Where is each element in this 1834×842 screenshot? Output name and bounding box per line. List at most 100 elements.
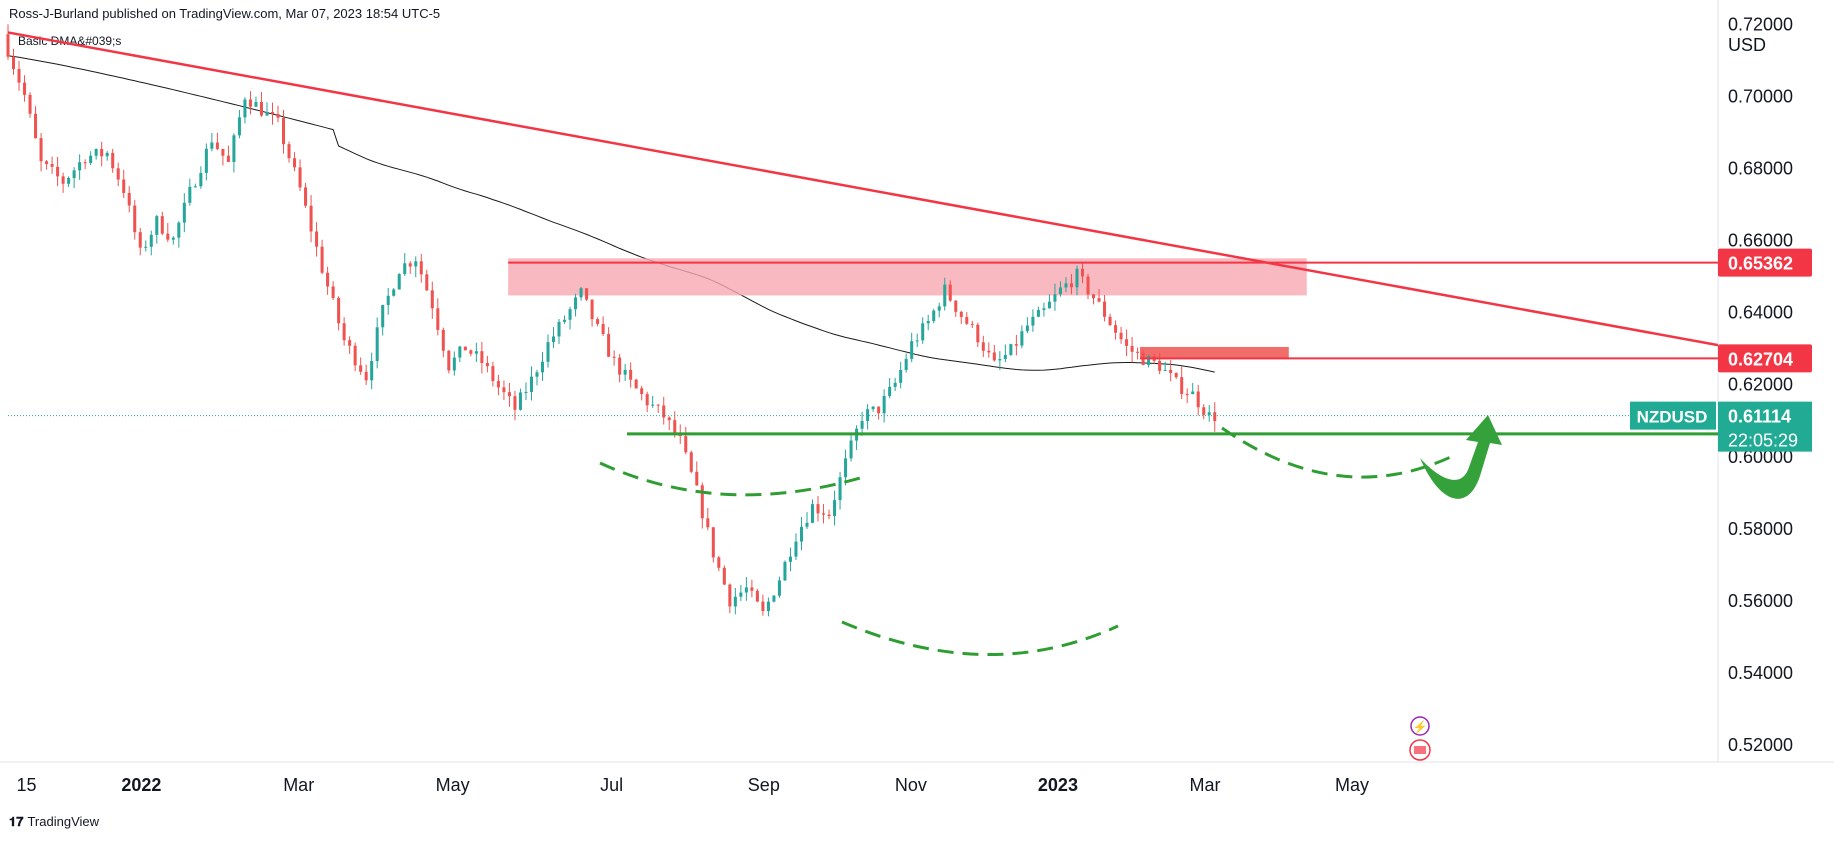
candle-body bbox=[882, 396, 886, 414]
candle bbox=[529, 366, 533, 401]
candle-body bbox=[337, 298, 341, 324]
candle bbox=[860, 411, 864, 436]
price-label[interactable]: 0.65362 bbox=[1718, 248, 1812, 277]
candle bbox=[1125, 329, 1129, 357]
candle-body bbox=[122, 179, 126, 193]
candle bbox=[149, 230, 153, 256]
candle bbox=[1025, 317, 1029, 334]
currency-label: USD bbox=[1728, 35, 1767, 55]
candle-body bbox=[518, 392, 522, 410]
candle bbox=[353, 342, 357, 372]
candle-body bbox=[414, 261, 418, 267]
y-tick-label: 0.72000 bbox=[1728, 14, 1793, 34]
candle-body bbox=[673, 420, 677, 433]
candle-body bbox=[320, 246, 324, 273]
candle bbox=[237, 110, 241, 139]
candle-body bbox=[777, 580, 781, 596]
last-price-label[interactable]: NZDUSD 0.61114 22:05:29 bbox=[1630, 401, 1812, 452]
candle bbox=[755, 588, 759, 603]
candle bbox=[1196, 384, 1200, 416]
candle bbox=[634, 378, 638, 389]
candle bbox=[1047, 294, 1051, 309]
candle-body bbox=[1064, 283, 1068, 288]
candle-body bbox=[1180, 377, 1184, 394]
candle-body bbox=[1191, 391, 1195, 395]
candle bbox=[469, 349, 473, 357]
candle bbox=[221, 148, 225, 166]
candle bbox=[61, 172, 65, 193]
candle-body bbox=[1080, 268, 1085, 277]
candle-body bbox=[695, 471, 699, 486]
price-label-text: 0.65362 bbox=[1728, 254, 1793, 274]
candle-body bbox=[524, 391, 528, 393]
price-label-text: 0.62704 bbox=[1728, 349, 1793, 369]
candle-body bbox=[722, 567, 726, 585]
candle bbox=[783, 560, 787, 581]
candle-body bbox=[78, 162, 82, 171]
candle bbox=[441, 327, 445, 358]
candle bbox=[496, 374, 500, 396]
candle-body bbox=[904, 358, 908, 370]
candle bbox=[243, 97, 247, 124]
candle-body bbox=[816, 504, 820, 514]
candle bbox=[579, 286, 583, 301]
price-label[interactable]: 0.62704 bbox=[1718, 344, 1812, 373]
candle bbox=[188, 178, 192, 206]
candle bbox=[794, 533, 798, 561]
candle bbox=[596, 317, 600, 327]
candle-body bbox=[298, 167, 302, 188]
candle-body bbox=[954, 300, 958, 312]
resistance-zone bbox=[508, 258, 1307, 296]
candle-body bbox=[469, 350, 473, 354]
tradingview-logo-icon: 𝟏𝟕 bbox=[9, 814, 24, 829]
candle-body bbox=[810, 504, 815, 523]
indicator-label[interactable]: Basic DMA&#039;s bbox=[18, 34, 122, 48]
candle-body bbox=[28, 94, 32, 114]
candle bbox=[485, 355, 489, 373]
candle bbox=[320, 239, 324, 275]
candle-body bbox=[601, 323, 605, 335]
candle-body bbox=[436, 308, 440, 330]
candle bbox=[155, 214, 159, 244]
candle bbox=[375, 317, 379, 369]
tradingview-footer[interactable]: 𝟏𝟕 TradingView bbox=[9, 814, 99, 830]
candle bbox=[116, 162, 120, 187]
candle bbox=[722, 565, 726, 586]
lightning-event-icon[interactable] bbox=[1410, 716, 1430, 736]
candle-body bbox=[480, 351, 484, 363]
candle bbox=[618, 354, 622, 383]
candle-body bbox=[755, 590, 759, 602]
candle-body bbox=[50, 164, 54, 167]
candle-body bbox=[607, 334, 611, 357]
candle bbox=[144, 240, 148, 252]
y-tick-label: 0.52000 bbox=[1728, 735, 1793, 755]
candle-body bbox=[563, 319, 567, 322]
candle-body bbox=[1202, 407, 1206, 415]
candle bbox=[1185, 388, 1189, 404]
candle bbox=[667, 416, 671, 431]
candle bbox=[342, 317, 346, 346]
candle bbox=[1147, 354, 1151, 368]
mid-resistance-zone bbox=[1140, 346, 1289, 360]
candle bbox=[750, 579, 754, 598]
candle bbox=[226, 145, 230, 163]
candle bbox=[270, 102, 275, 125]
candle bbox=[265, 102, 269, 116]
candle-body bbox=[1047, 301, 1051, 309]
candle bbox=[706, 507, 710, 531]
candle bbox=[915, 333, 919, 348]
candle-body bbox=[634, 379, 638, 389]
candle bbox=[403, 253, 407, 277]
candle bbox=[430, 281, 434, 319]
head-arc bbox=[841, 620, 1119, 656]
candle-body bbox=[844, 458, 848, 478]
candle bbox=[452, 351, 456, 376]
candle bbox=[932, 308, 936, 324]
candle bbox=[849, 433, 853, 462]
candle-body bbox=[364, 371, 368, 381]
candle-body bbox=[1136, 351, 1140, 353]
candle-body bbox=[766, 601, 770, 612]
candle-body bbox=[827, 514, 831, 517]
candle-body bbox=[921, 323, 925, 341]
